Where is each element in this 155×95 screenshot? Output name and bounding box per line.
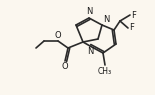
Text: F: F (129, 23, 134, 32)
Text: N: N (86, 8, 92, 17)
Text: CH₃: CH₃ (98, 66, 112, 76)
Text: O: O (55, 30, 61, 40)
Text: O: O (62, 62, 68, 71)
Text: F: F (131, 11, 136, 19)
Text: N: N (103, 15, 109, 23)
Text: N: N (87, 47, 93, 56)
